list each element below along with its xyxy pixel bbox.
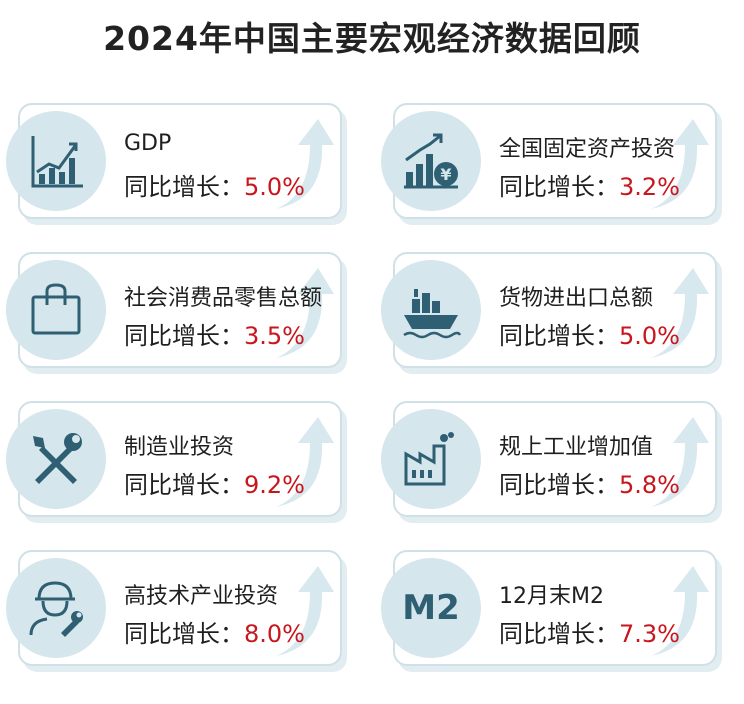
card-label: 全国固定资产投资 xyxy=(499,137,676,162)
icon-circle xyxy=(6,111,106,211)
bar-chart-icon xyxy=(31,136,83,188)
growth-label: 同比增长： xyxy=(124,471,244,499)
engineer-icon xyxy=(29,581,83,637)
trend-arrow-icon xyxy=(651,268,709,358)
growth-label: 同比增长： xyxy=(124,173,244,201)
stat-card-trade-volume: 货物进出口总额 同比增长：5.0% xyxy=(381,252,717,368)
growth-line: 同比增长：5.0% xyxy=(499,316,680,351)
card-label: 12月末M2 xyxy=(499,584,604,609)
growth-line: 同比增长：9.2% xyxy=(124,465,305,500)
icon-circle: M2 xyxy=(381,558,481,658)
growth-label: 同比增长： xyxy=(499,471,619,499)
stat-card-m2: M2 12月末M2 同比增长：7.3% xyxy=(381,550,717,666)
trend-arrow-icon xyxy=(651,566,709,656)
growth-value: 5.0% xyxy=(619,322,680,350)
cargo-ship-icon xyxy=(403,289,462,339)
shopping-bag-icon xyxy=(31,283,81,335)
growth-line: 同比增长：3.2% xyxy=(499,167,680,202)
growth-line: 同比增长：3.5% xyxy=(124,316,305,351)
card-label: 社会消费品零售总额 xyxy=(124,286,323,311)
icon-circle xyxy=(6,558,106,658)
svg-text:¥: ¥ xyxy=(440,165,451,184)
growth-label: 同比增长： xyxy=(124,620,244,648)
icon-circle xyxy=(381,409,481,509)
trend-arrow-icon xyxy=(276,268,334,358)
growth-value: 7.3% xyxy=(619,620,680,648)
card-label: 货物进出口总额 xyxy=(499,286,654,311)
growth-label: 同比增长： xyxy=(499,322,619,350)
growth-line: 同比增长：5.0% xyxy=(124,167,305,202)
investment-chart-icon: ¥ xyxy=(404,133,458,189)
growth-label: 同比增长： xyxy=(499,173,619,201)
growth-line: 同比增长：8.0% xyxy=(124,614,305,649)
m2-icon: M2 xyxy=(402,588,460,628)
icon-circle xyxy=(381,260,481,360)
card-label: 制造业投资 xyxy=(124,435,235,460)
card-label: GDP xyxy=(124,131,172,156)
card-label: 规上工业增加值 xyxy=(499,435,654,460)
trend-arrow-icon xyxy=(276,119,334,209)
growth-value: 5.0% xyxy=(244,173,305,201)
growth-value: 5.8% xyxy=(619,471,680,499)
trend-arrow-icon xyxy=(651,417,709,507)
growth-line: 同比增长：5.8% xyxy=(499,465,680,500)
trend-arrow-icon xyxy=(276,566,334,656)
card-label: 高技术产业投资 xyxy=(124,584,279,609)
stat-card-manufacturing-investment: 制造业投资 同比增长：9.2% xyxy=(6,401,342,517)
growth-value: 8.0% xyxy=(244,620,305,648)
stat-card-industrial-value-added: 规上工业增加值 同比增长：5.8% xyxy=(381,401,717,517)
icon-circle: ¥ xyxy=(381,111,481,211)
trend-arrow-icon xyxy=(276,417,334,507)
growth-value: 3.5% xyxy=(244,322,305,350)
stat-card-gdp: GDP 同比增长：5.0% xyxy=(6,103,342,219)
page-title: 2024年中国主要宏观经济数据回顾 xyxy=(103,19,641,58)
growth-value: 9.2% xyxy=(244,471,305,499)
stat-card-retail-sales: 社会消费品零售总额 同比增长：3.5% xyxy=(6,252,342,368)
stat-card-fixed-asset-investment: ¥ 全国固定资产投资 同比增长：3.2% xyxy=(381,103,717,219)
factory-icon xyxy=(404,432,454,486)
wrench-screwdriver-icon xyxy=(33,433,82,484)
growth-label: 同比增长： xyxy=(124,322,244,350)
stat-card-high-tech-investment: 高技术产业投资 同比增长：8.0% xyxy=(6,550,342,666)
icon-circle xyxy=(6,409,106,509)
growth-line: 同比增长：7.3% xyxy=(499,614,680,649)
trend-arrow-icon xyxy=(651,119,709,209)
growth-value: 3.2% xyxy=(619,173,680,201)
growth-label: 同比增长： xyxy=(499,620,619,648)
icon-circle xyxy=(6,260,106,360)
